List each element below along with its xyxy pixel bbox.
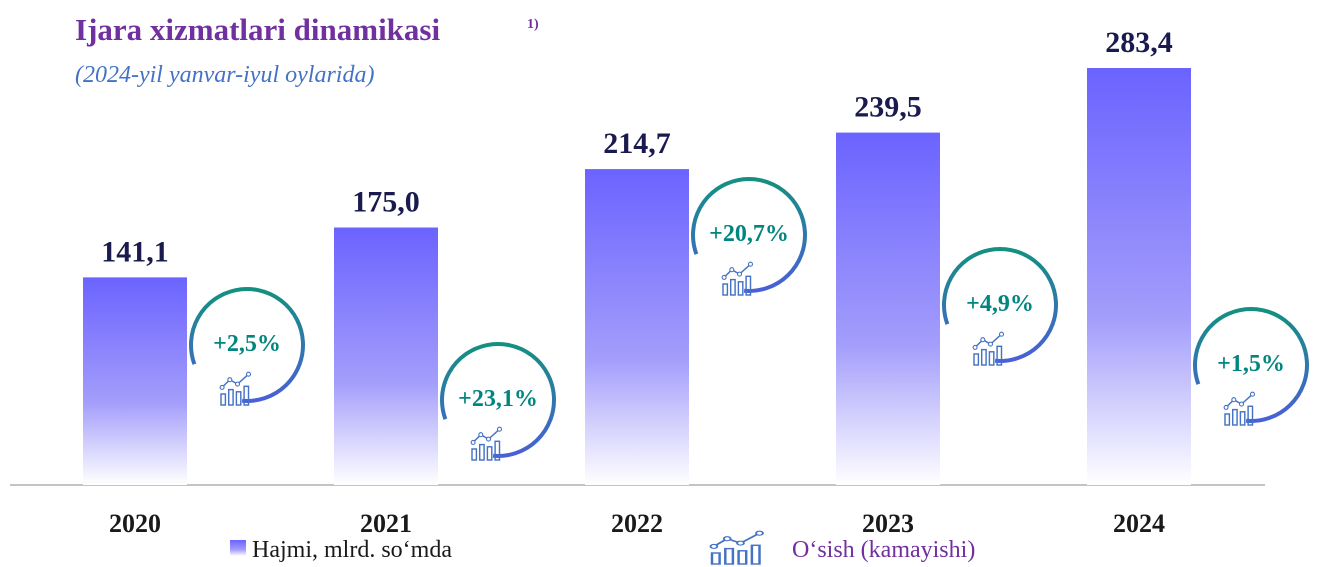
value-label: 283,4	[1105, 26, 1173, 59]
value-label: 175,0	[352, 186, 420, 219]
growth-badge: +4,9%	[942, 247, 1058, 366]
value-label: 239,5	[854, 91, 922, 124]
growth-ring	[1193, 307, 1309, 423]
bar	[1087, 68, 1191, 485]
growth-label: +2,5%	[213, 331, 281, 357]
bar	[83, 277, 187, 485]
x-tick-label: 2021	[360, 509, 412, 538]
growth-label: +1,5%	[1217, 351, 1285, 377]
legend-icon	[709, 529, 765, 566]
growth-label: +20,7%	[709, 221, 789, 247]
growth-badge: +2,5%	[189, 287, 305, 406]
growth-ring	[691, 177, 807, 293]
legend-label: O‘sish (kamayishi)	[792, 537, 975, 563]
bar	[585, 169, 689, 485]
x-tick-label: 2022	[611, 509, 663, 538]
growth-label: +4,9%	[966, 291, 1034, 317]
growth-ring	[942, 247, 1058, 363]
chart-subtitle: (2024-yil yanvar-iyul oylarida)	[75, 62, 374, 88]
growth-label: +23,1%	[458, 386, 538, 412]
growth-ring	[189, 287, 305, 403]
title-note: 1)	[527, 17, 539, 32]
value-label: 141,1	[101, 235, 169, 268]
bar	[836, 132, 940, 485]
legend-swatch	[230, 540, 246, 556]
x-tick-label: 2020	[109, 509, 161, 538]
legend-label: Hajmi, mlrd. so‘mda	[252, 537, 452, 563]
chart-title: Ijara xizmatlari dinamikasi	[75, 12, 440, 47]
growth-ring	[440, 342, 556, 458]
growth-badge: +23,1%	[440, 342, 556, 461]
bar	[334, 227, 438, 485]
x-tick-label: 2024	[1113, 509, 1165, 538]
growth-badge: +20,7%	[691, 177, 807, 296]
value-label: 214,7	[603, 127, 671, 160]
x-tick-label: 2023	[862, 509, 914, 538]
growth-badge: +1,5%	[1193, 307, 1309, 426]
